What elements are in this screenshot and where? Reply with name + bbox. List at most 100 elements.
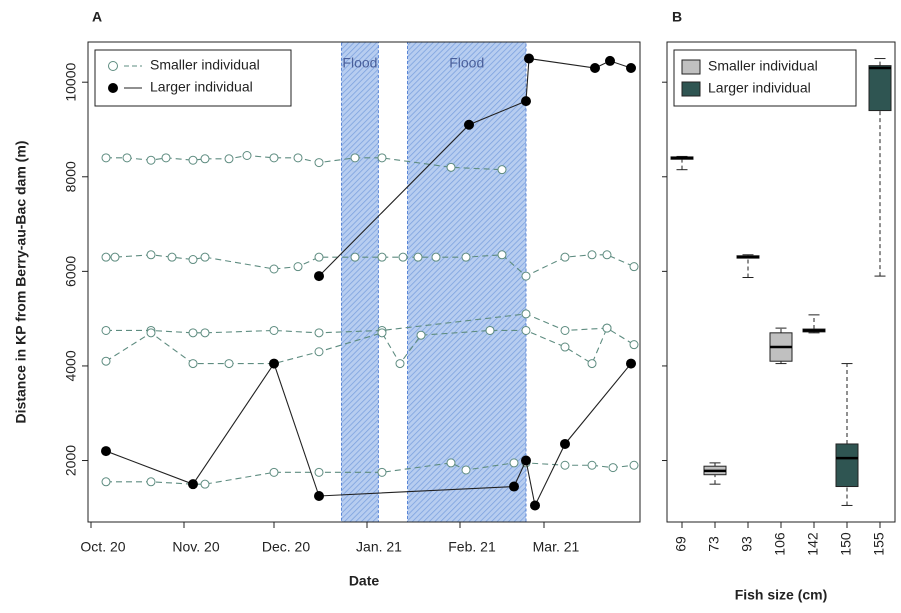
data-point xyxy=(293,153,303,163)
data-point xyxy=(521,96,531,107)
data-point xyxy=(509,458,519,468)
data-point xyxy=(590,63,600,74)
data-point xyxy=(269,467,279,477)
data-point xyxy=(110,252,120,262)
legend-marker xyxy=(108,61,118,71)
panel-label: A xyxy=(92,9,102,25)
x-tick-label: 155 xyxy=(871,532,887,556)
data-point xyxy=(395,359,405,369)
legend-label: Smaller individual xyxy=(708,58,818,74)
x-axis-label: Fish size (cm) xyxy=(735,587,828,603)
data-point xyxy=(146,477,156,487)
data-point xyxy=(416,330,426,340)
x-tick-label: 69 xyxy=(673,536,689,552)
data-point xyxy=(314,271,324,282)
data-point xyxy=(101,252,111,262)
x-tick-label: 142 xyxy=(805,532,821,556)
data-point xyxy=(560,252,570,262)
box xyxy=(835,443,859,488)
track-line xyxy=(106,254,635,277)
data-point xyxy=(626,63,636,74)
data-point xyxy=(560,438,570,449)
data-point xyxy=(314,490,324,501)
data-point xyxy=(497,165,507,175)
flood-region xyxy=(407,41,527,523)
x-tick-label: 150 xyxy=(838,532,854,556)
data-point xyxy=(224,154,234,164)
data-point xyxy=(626,358,636,369)
data-point xyxy=(101,325,111,335)
x-tick-label: 73 xyxy=(706,536,722,552)
data-point xyxy=(629,262,639,272)
y-tick-label: 2000 xyxy=(63,445,79,476)
data-point xyxy=(521,455,531,466)
data-point xyxy=(560,460,570,470)
data-point xyxy=(269,325,279,335)
data-point xyxy=(101,477,111,487)
legend-box xyxy=(673,49,857,107)
plot-frame xyxy=(87,41,641,523)
data-point xyxy=(497,250,507,260)
legend-box xyxy=(94,49,292,107)
data-point xyxy=(587,250,597,260)
legend-label: Larger individual xyxy=(708,80,811,96)
data-point xyxy=(122,153,132,163)
data-point xyxy=(377,328,387,338)
data-point xyxy=(602,250,612,260)
flood-label: Flood xyxy=(449,55,484,71)
data-point xyxy=(461,465,471,475)
data-point xyxy=(608,463,618,473)
data-point xyxy=(167,252,177,262)
data-point xyxy=(314,158,324,168)
x-tick-label: Mar. 21 xyxy=(533,539,580,555)
data-point xyxy=(314,252,324,262)
x-tick-label: Feb. 21 xyxy=(448,539,496,555)
data-point xyxy=(101,356,111,366)
data-point xyxy=(446,162,456,172)
data-point xyxy=(146,155,156,165)
legend-swatch xyxy=(681,59,701,75)
data-point xyxy=(413,252,423,262)
data-point xyxy=(146,328,156,338)
y-tick-label: 6000 xyxy=(63,256,79,287)
track-line xyxy=(105,327,608,365)
data-point xyxy=(314,467,324,477)
flood-label: Flood xyxy=(342,55,377,71)
data-point xyxy=(269,153,279,163)
data-point xyxy=(530,500,540,511)
data-point xyxy=(269,358,279,369)
data-point xyxy=(464,119,474,130)
data-point xyxy=(509,481,519,492)
data-point xyxy=(200,252,210,262)
data-point xyxy=(224,359,234,369)
x-axis-label: Date xyxy=(349,573,380,589)
data-point xyxy=(188,328,198,338)
data-point xyxy=(521,271,531,281)
flood-region xyxy=(341,41,379,523)
box xyxy=(868,65,892,112)
data-point xyxy=(587,359,597,369)
legend-swatch xyxy=(681,81,701,97)
legend-label: Smaller individual xyxy=(150,57,260,73)
data-point xyxy=(521,309,531,319)
x-tick-label: Nov. 20 xyxy=(172,539,219,555)
data-point xyxy=(524,53,534,64)
data-point xyxy=(398,252,408,262)
data-point xyxy=(146,250,156,260)
data-point xyxy=(377,153,387,163)
data-point xyxy=(188,155,198,165)
data-point xyxy=(587,460,597,470)
panel-label: B xyxy=(672,9,682,25)
y-axis-label: Distance in KP from Berry-au-Bac dam (m) xyxy=(13,141,29,424)
data-point xyxy=(188,359,198,369)
data-point xyxy=(446,458,456,468)
data-point xyxy=(242,150,252,160)
data-point xyxy=(560,325,570,335)
x-tick-label: Oct. 20 xyxy=(80,539,125,555)
data-point xyxy=(602,323,612,333)
data-point xyxy=(200,479,210,489)
data-point xyxy=(350,153,360,163)
data-point xyxy=(605,55,615,66)
data-point xyxy=(269,264,279,274)
